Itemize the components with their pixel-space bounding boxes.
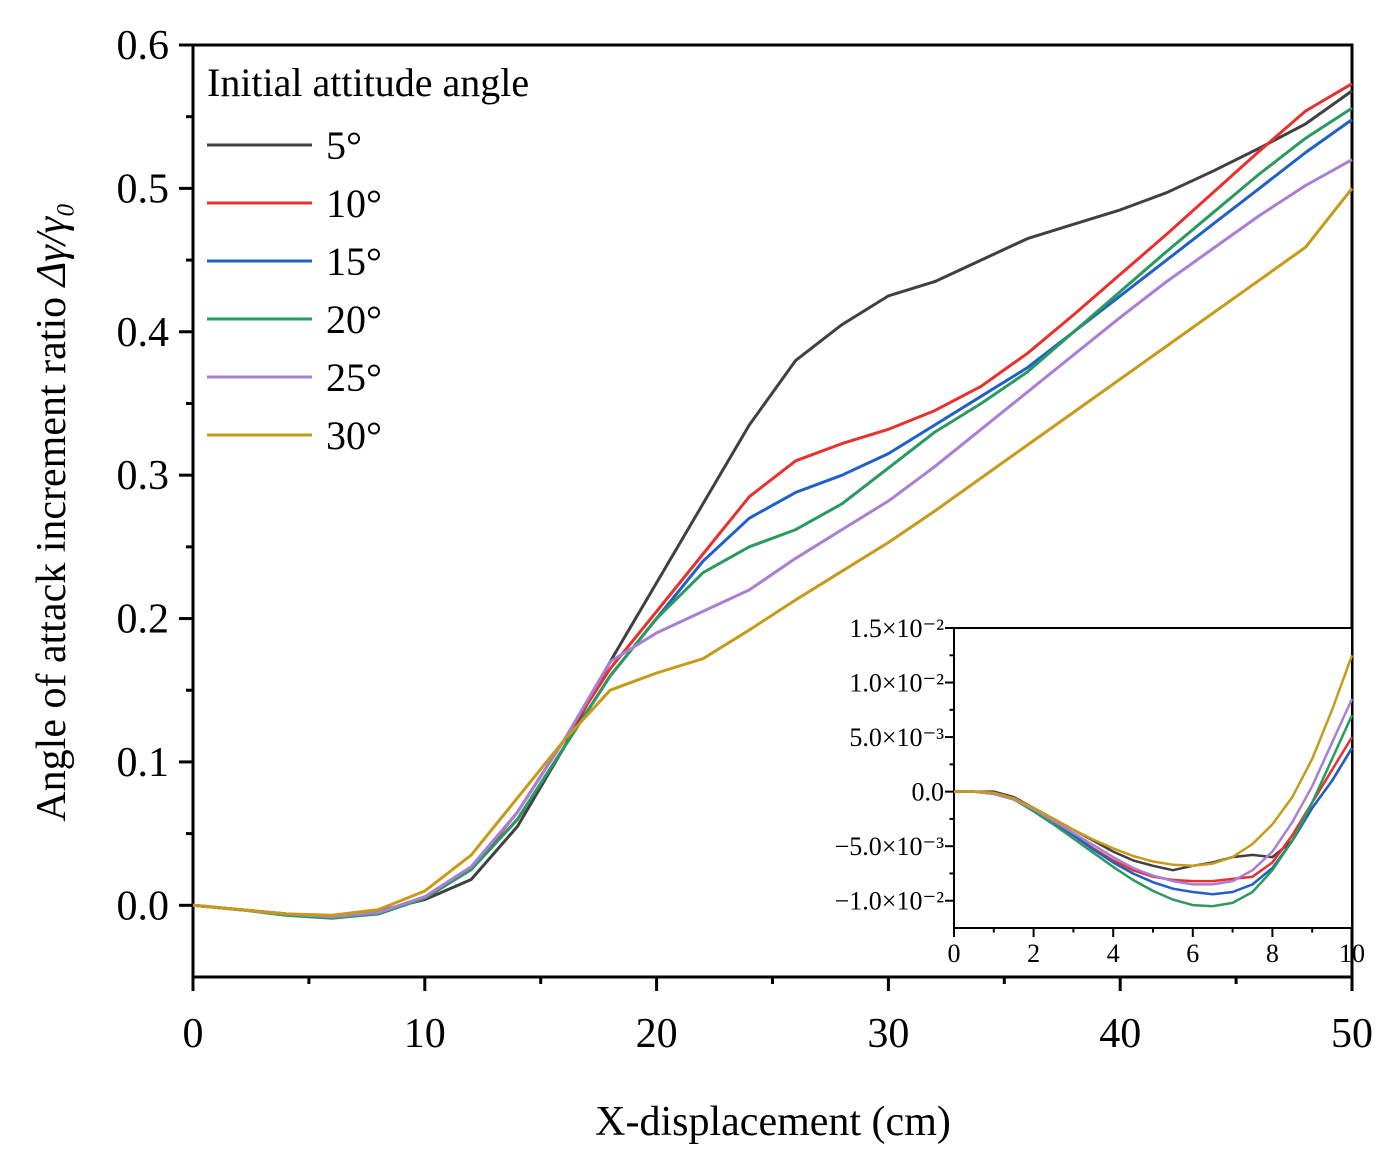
legend-label-4: 20° xyxy=(326,297,382,342)
y-axis-title: Angle of attack increment ratio Δγ/γ₀ xyxy=(29,202,75,821)
legend-title: Initial attitude angle xyxy=(207,60,529,105)
main-y-tick-label: 0.3 xyxy=(117,453,170,499)
main-x-tick-label: 20 xyxy=(636,1011,678,1057)
inset-x-tick-label: 10 xyxy=(1339,939,1365,968)
y-axis-title-symbol: Δγ/γ₀ xyxy=(29,202,75,288)
inset-y-tick-label: −1.0×10⁻² xyxy=(835,887,945,916)
inset-y-tick-label: 0.0 xyxy=(912,778,945,807)
main-y-tick-label: 0.1 xyxy=(117,740,170,786)
inset-x-tick-label: 0 xyxy=(948,939,961,968)
inset-x-tick-label: 8 xyxy=(1266,939,1279,968)
legend-label-2: 10° xyxy=(326,181,382,226)
legend-label-3: 15° xyxy=(326,239,382,284)
main-plot: 0 10 20 30 40 500.00.10.20.30.40.50.6 xyxy=(117,23,1374,1057)
legend-label-6: 30° xyxy=(326,413,382,458)
inset-x-tick-label: 4 xyxy=(1107,939,1120,968)
main-x-tick-label: 0 xyxy=(183,1011,204,1057)
legend: Initial attitude angle 5° 10° 15° 20° 25° 30° xyxy=(207,60,529,458)
inset-y-tick-label: 5.0×10⁻³ xyxy=(849,723,944,752)
main-y-tick-label: 0.6 xyxy=(117,23,170,69)
legend-label-1: 5° xyxy=(326,123,362,168)
main-y-tick-label: 0.5 xyxy=(117,166,170,212)
legend-label-5: 25° xyxy=(326,355,382,400)
inset-x-tick-label: 6 xyxy=(1186,939,1199,968)
inset-y-tick-label: −5.0×10⁻³ xyxy=(835,832,945,861)
inset-frame xyxy=(953,627,1353,929)
inset-y-tick-label: 1.5×10⁻² xyxy=(849,614,944,643)
inset-plot: 0 2 4 6 8 10 −1.0×10⁻² −5.0×10⁻³ 0.0 5.0×10⁻³ 1.0×… xyxy=(835,614,1365,968)
main-x-tick-label: 30 xyxy=(867,1011,909,1057)
main-series-line-6 xyxy=(192,187,1354,917)
main-y-tick-label: 0.4 xyxy=(117,310,170,356)
main-x-tick-label: 10 xyxy=(404,1011,446,1057)
x-axis-title: X-displacement (cm) xyxy=(595,1099,951,1145)
main-y-tick-label: 0.0 xyxy=(117,883,170,929)
inset-x-tick-label: 2 xyxy=(1027,939,1040,968)
main-series-line-5 xyxy=(192,158,1353,919)
inset-y-tick-label: 1.0×10⁻² xyxy=(849,669,944,698)
main-y-tick-label: 0.2 xyxy=(117,597,170,643)
y-axis-title-text: Angle of attack increment ratio xyxy=(29,286,75,821)
main-x-tick-label: 50 xyxy=(1331,1011,1373,1057)
main-x-tick-label: 40 xyxy=(1099,1011,1141,1057)
inset-series-line-6 xyxy=(954,654,1354,868)
